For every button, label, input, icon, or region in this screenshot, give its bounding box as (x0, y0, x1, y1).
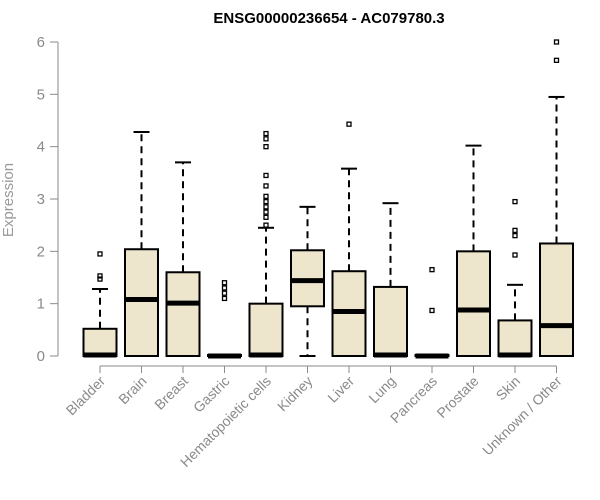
boxes-group (82, 39, 574, 359)
outlier-point (263, 222, 269, 228)
x-tick-label: Unknown / Other (479, 373, 565, 459)
box-prostate (456, 144, 491, 357)
box-lung (373, 202, 408, 358)
box-hematopoietic-cells (248, 130, 284, 358)
outlier-point (221, 285, 228, 291)
y-tick-label: 1 (37, 296, 45, 313)
x-tick-label: Liver (324, 373, 357, 406)
box-iqr (373, 285, 408, 358)
box-kidney (290, 205, 325, 357)
y-axis-label: Expression (0, 163, 17, 237)
outlier-point (263, 183, 269, 189)
box-iqr (248, 302, 284, 357)
chart-title: ENSG00000236654 - AC079780.3 (213, 10, 444, 27)
y-tick-label: 2 (37, 243, 45, 260)
box-iqr (165, 271, 201, 357)
x-tick-label: Brain (115, 373, 149, 407)
outlier-point (263, 214, 269, 220)
outlier-point (263, 193, 269, 200)
outlier-point (263, 172, 269, 179)
y-tick-label: 5 (37, 86, 45, 103)
outlier-point (553, 57, 560, 63)
outlier-point (346, 121, 352, 127)
outlier-point (512, 232, 518, 239)
outlier-point (97, 273, 103, 279)
x-tick-label: Lung (365, 373, 398, 406)
y-axis: 0 1 2 3 4 5 6 (37, 34, 59, 365)
box-bladder (82, 251, 118, 358)
x-tick-label: Bladder (63, 373, 109, 419)
y-tick-label: 3 (37, 191, 45, 208)
outlier-point (263, 144, 269, 150)
y-tick-label: 0 (37, 348, 45, 365)
box-liver (331, 121, 367, 357)
outlier-point (97, 276, 103, 282)
outlier-point (221, 290, 228, 296)
box-unknown-other (539, 39, 574, 358)
y-tick-label: 6 (37, 34, 45, 51)
outlier-point (263, 130, 269, 137)
x-tick-label: Prostate (433, 373, 481, 421)
outlier-point (512, 198, 518, 205)
outlier-point (512, 252, 518, 258)
outlier-point (221, 295, 228, 302)
y-tick-label: 4 (37, 139, 45, 156)
outlier-point (97, 251, 103, 257)
box-skin (497, 198, 533, 358)
box-gastric (207, 280, 242, 359)
outlier-point (263, 198, 269, 205)
x-tick-label: Breast (151, 373, 191, 413)
box-iqr (539, 242, 574, 358)
outlier-point (263, 204, 269, 210)
box-iqr (497, 319, 533, 357)
box-brain (124, 131, 159, 358)
box-iqr (82, 327, 118, 357)
box-iqr (124, 248, 159, 358)
outlier-point (512, 227, 518, 234)
outlier-point (553, 39, 560, 45)
x-tick-label: Skin (493, 373, 524, 404)
outlier-point (263, 136, 269, 142)
box-pancreas (414, 266, 450, 359)
x-tick-label: Kidney (274, 373, 316, 415)
outlier-point (429, 307, 435, 314)
outlier-point (429, 266, 435, 273)
outlier-point (263, 209, 269, 215)
box-iqr (456, 250, 491, 357)
outlier-point (221, 280, 228, 286)
box-breast (165, 161, 201, 357)
